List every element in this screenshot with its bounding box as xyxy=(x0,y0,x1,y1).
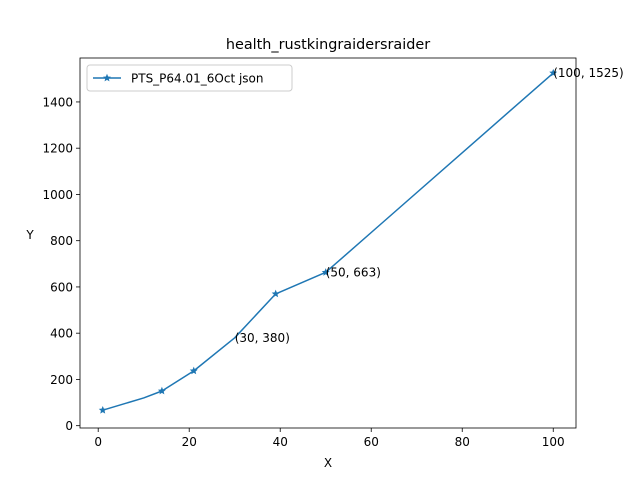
x-axis-label: X xyxy=(324,456,332,470)
y-tick-label: 0 xyxy=(65,419,73,433)
legend: PTS_P64.01_6Oct json xyxy=(86,64,293,92)
data-point-marker xyxy=(549,68,558,77)
x-tick-label: 100 xyxy=(542,435,565,449)
data-point-marker xyxy=(157,386,166,395)
legend-marker xyxy=(103,73,111,82)
y-tick-label: 600 xyxy=(50,280,73,294)
x-tick-label: 40 xyxy=(273,435,288,449)
y-tick-label: 1400 xyxy=(42,95,73,109)
annotations-group: (30, 380) (50, 663) (100, 1525) xyxy=(235,66,624,345)
data-point-marker xyxy=(321,268,330,276)
y-axis-label: Y xyxy=(25,228,34,242)
plot-frame xyxy=(79,57,577,429)
plot-area xyxy=(80,58,576,428)
data-point-marker xyxy=(189,366,198,375)
x-tick-label: 60 xyxy=(364,435,379,449)
y-tick-label: 200 xyxy=(50,373,73,387)
data-point-marker xyxy=(271,289,280,298)
y-tick-label: 1000 xyxy=(42,188,73,202)
series-line xyxy=(102,72,554,411)
chart-title: health_rustkingraidersraider xyxy=(226,37,430,53)
data-label: (30, 380) xyxy=(235,331,290,345)
series-group xyxy=(98,68,558,414)
data-label: (100, 1525) xyxy=(553,66,623,80)
y-tick-label: 400 xyxy=(50,327,73,341)
x-tick-label: 20 xyxy=(182,435,197,449)
y-tick-label: 1200 xyxy=(42,142,73,156)
data-point-marker xyxy=(98,405,107,414)
legend-box xyxy=(86,64,293,92)
legend-label: PTS_P64.01_6Oct json xyxy=(131,72,264,86)
x-tick-label: 0 xyxy=(94,435,102,449)
x-tick-label: 80 xyxy=(455,435,470,449)
data-label: (50, 663) xyxy=(326,265,381,279)
y-tick-label: 800 xyxy=(50,234,73,248)
